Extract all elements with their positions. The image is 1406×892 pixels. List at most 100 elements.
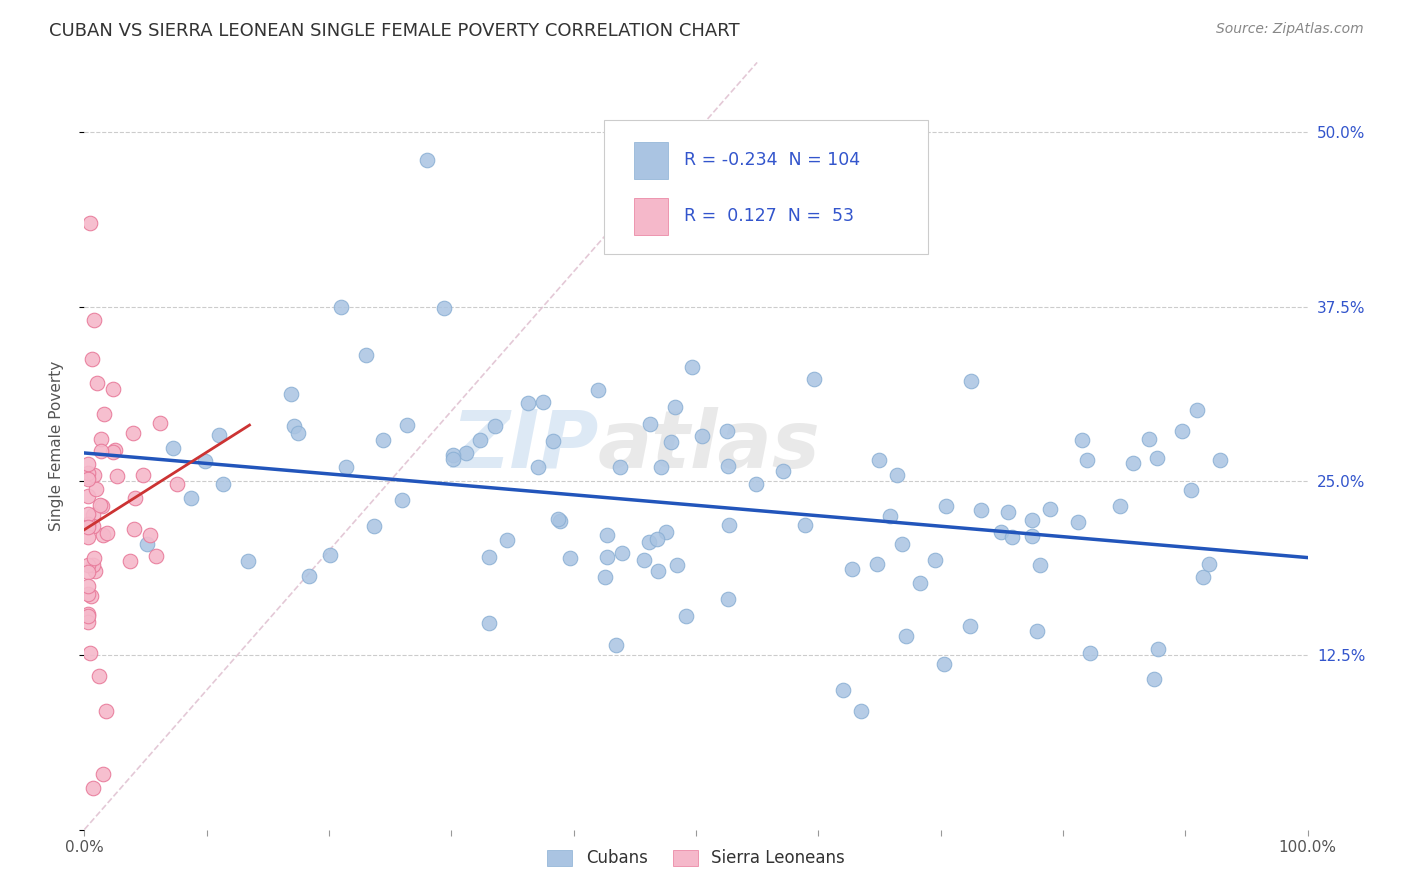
Point [77,558,100,572]
Text: atlas: atlas [598,407,821,485]
Point [1147,642,1170,657]
Point [1076,453,1098,467]
Point [1078,646,1101,660]
Point [82,558,104,572]
Point [416,153,439,167]
Point [433,301,456,316]
Point [478,615,501,630]
Point [280,387,302,401]
Point [890,537,912,551]
Point [1198,558,1220,572]
Point [849,704,872,718]
Text: Source: ZipAtlas.com: Source: ZipAtlas.com [1216,22,1364,37]
Point [1137,432,1160,446]
Point [354,348,377,362]
Point [664,400,686,414]
Point [77,579,100,593]
Point [841,562,863,576]
Point [558,551,581,566]
Point [1192,570,1215,584]
Point [363,518,385,533]
Point [1071,433,1094,447]
Point [586,383,609,397]
Point [103,445,125,459]
Point [1109,499,1132,513]
Point [935,499,957,513]
Point [319,548,342,562]
Legend: Cubans, Sierra Leoneans: Cubans, Sierra Leoneans [547,849,845,867]
Point [1021,528,1043,542]
Point [194,454,217,468]
Point [107,468,129,483]
Point [86,376,108,391]
Point [894,629,917,643]
Point [484,418,506,433]
Point [659,434,682,449]
Point [124,491,146,505]
Point [77,517,100,532]
Point [96,526,118,541]
Point [1029,558,1052,573]
Point [138,528,160,542]
Point [745,476,768,491]
FancyBboxPatch shape [634,198,668,235]
Point [879,508,901,523]
Point [84,483,107,497]
Point [655,525,678,540]
Point [803,372,825,386]
Point [121,426,143,441]
Point [593,570,616,584]
Point [162,441,184,455]
Point [959,619,981,633]
Point [716,459,738,474]
Point [960,374,983,388]
Point [638,417,661,431]
Point [91,528,114,542]
Point [83,550,105,565]
Point [83,313,105,327]
Point [717,592,740,607]
Point [772,464,794,478]
Point [91,766,114,780]
Point [650,460,672,475]
Point [794,518,817,533]
Point [122,522,145,536]
Point [1001,530,1024,544]
Point [77,565,100,579]
Point [238,554,260,568]
Point [868,453,890,467]
Point [89,499,111,513]
FancyBboxPatch shape [605,120,928,254]
Point [87,669,110,683]
Point [330,300,353,314]
Point [886,467,908,482]
Point [547,511,569,525]
Point [90,443,112,458]
Point [1025,624,1047,638]
Point [647,564,669,578]
Point [866,557,889,571]
Y-axis label: Single Female Poverty: Single Female Poverty [49,361,63,531]
Point [211,476,233,491]
Point [718,518,741,533]
Point [96,704,118,718]
Point [478,549,501,564]
Point [605,638,627,652]
Point [77,507,100,521]
Point [104,443,127,458]
Point [283,419,305,434]
Point [391,493,413,508]
Point [1187,403,1209,417]
Point [468,433,491,447]
Point [610,546,633,560]
Point [645,532,668,546]
FancyBboxPatch shape [634,142,668,178]
Point [180,491,202,505]
Point [665,558,688,573]
Point [77,608,100,623]
Point [516,396,538,410]
Point [1208,452,1230,467]
Text: R = -0.234  N = 104: R = -0.234 N = 104 [683,152,860,169]
Point [1171,424,1194,438]
Point [527,460,550,475]
